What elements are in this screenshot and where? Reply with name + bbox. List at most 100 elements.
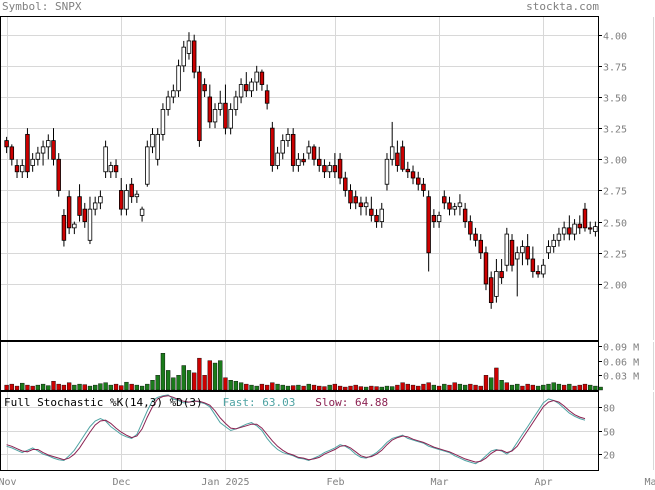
candle-body: [410, 171, 416, 179]
candle-body: [478, 239, 483, 254]
volume-bar: [311, 384, 317, 391]
stochastic-slow-label: Slow: 64.88: [315, 396, 389, 409]
volume-bar: [520, 385, 525, 391]
volume-bar: [56, 383, 61, 391]
candle-body: [155, 133, 160, 160]
volume-bar: [155, 375, 160, 391]
candle-body: [535, 271, 541, 275]
stochastic-tick-label: 50: [603, 428, 615, 439]
candle-body: [311, 146, 317, 160]
candle-body: [473, 233, 478, 241]
candle-body: [103, 146, 108, 173]
volume-bar: [270, 382, 275, 391]
candle-body: [379, 208, 384, 223]
volume-bar: [93, 384, 98, 391]
candle-body: [244, 84, 249, 92]
candle-body: [202, 84, 207, 92]
volume-bar: [77, 383, 82, 391]
candle-body: [520, 246, 525, 254]
volume-bar: [535, 385, 541, 391]
volume-bar: [337, 385, 343, 391]
candle-body: [400, 146, 405, 170]
candle-body: [447, 202, 452, 210]
candle-body: [56, 158, 61, 191]
volume-bar: [4, 384, 9, 391]
volume-bar: [30, 385, 35, 391]
volume-bar: [379, 386, 384, 391]
volume-bar: [176, 375, 181, 391]
stochastic-fast-line: [6, 394, 586, 465]
volume-bar: [593, 385, 598, 391]
site-watermark: stockta.com: [526, 0, 599, 13]
volume-bar: [46, 385, 51, 391]
stochastic-title: Full Stochastic %K(14,3) %D(3): [4, 396, 203, 409]
volume-bar: [452, 382, 457, 391]
candle-body: [259, 71, 265, 85]
candle-body: [171, 90, 176, 98]
candle-body: [572, 223, 577, 235]
volume-bar: [567, 383, 572, 391]
volume-bar: [82, 384, 87, 391]
candle-body: [395, 152, 400, 166]
volume-bar: [530, 384, 536, 391]
volume-bar: [113, 383, 119, 391]
candle-body: [108, 165, 114, 173]
candle-body: [233, 96, 239, 110]
volume-bar: [165, 370, 171, 391]
volume-bar: [233, 380, 239, 391]
price-tick-label: 3.00: [603, 156, 627, 167]
volume-bar: [108, 384, 113, 391]
volume-bar: [223, 377, 228, 391]
volume-bar: [556, 383, 562, 391]
volume-bar: [25, 384, 30, 391]
candle-body: [504, 233, 510, 266]
candle-body: [546, 246, 551, 254]
candle-body: [530, 258, 536, 272]
x-axis-label: Apr: [534, 477, 552, 486]
candle-body: [191, 40, 197, 73]
volume-bar: [20, 382, 25, 391]
volume-bar: [207, 360, 212, 391]
candle-body: [66, 196, 72, 229]
candle-body: [515, 252, 520, 260]
volume-bar: [254, 385, 259, 391]
volume-bar: [348, 385, 353, 391]
candle-body: [9, 146, 15, 160]
volume-bar: [457, 383, 463, 391]
candle-body: [374, 214, 379, 223]
candle-body: [212, 109, 218, 123]
candle-body: [296, 158, 301, 166]
candle-body: [353, 196, 358, 204]
volume-bar: [322, 386, 327, 391]
volume-bar: [61, 384, 67, 391]
price-tick-label: 3.50: [603, 94, 627, 105]
volume-bar: [134, 384, 140, 391]
candle-body: [551, 239, 556, 247]
candle-body: [20, 165, 25, 173]
candle-body: [35, 152, 41, 160]
candle-body: [322, 165, 327, 173]
candle-body: [389, 146, 395, 160]
candle-body: [98, 196, 103, 204]
price-tick-label: 2.50: [603, 219, 627, 230]
symbol-label: Symbol: SNPX: [2, 0, 82, 13]
x-axis-label: Nov: [0, 477, 17, 486]
candle-body: [77, 196, 82, 216]
volume-bar: [197, 357, 202, 391]
candle-body: [223, 102, 228, 129]
candle-body: [238, 84, 244, 98]
candle-body: [51, 140, 56, 160]
volume-bar: [264, 384, 270, 391]
candle-body: [327, 165, 332, 173]
volume-bar: [301, 385, 306, 391]
volume-bar: [285, 385, 291, 391]
stochastic-fast-label: Fast: 63.03: [222, 396, 296, 409]
candle-body: [587, 227, 593, 230]
candle-body: [87, 208, 93, 241]
candle-body: [165, 96, 171, 110]
volume-bar: [561, 384, 567, 391]
volume-bar: [192, 372, 197, 391]
volume-bar: [332, 383, 338, 391]
volume-bar: [119, 385, 124, 391]
candle-body: [270, 127, 275, 166]
